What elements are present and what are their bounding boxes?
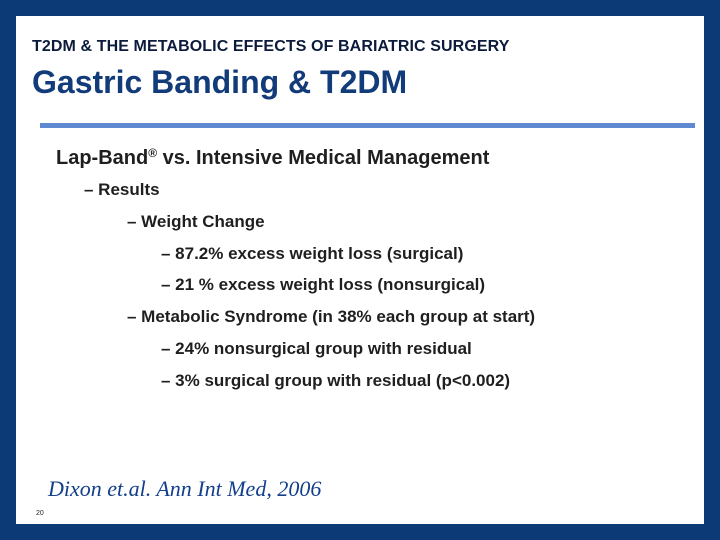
slide-number: 20 bbox=[36, 510, 44, 517]
bullet-heading: Lap-Band® vs. Intensive Medical Manageme… bbox=[56, 146, 490, 170]
heading-prefix: Lap-Band bbox=[56, 147, 149, 169]
slide-canvas: T2DM & THE METABOLIC EFFECTS OF BARIATRI… bbox=[16, 16, 704, 524]
bullet-results: – Results bbox=[84, 180, 160, 199]
citation: Dixon et.al. Ann Int Med, 2006 bbox=[48, 476, 322, 501]
bullet-weight-change: – Weight Change bbox=[127, 212, 265, 231]
bullet-nonsurgical-loss: – 21 % excess weight loss (nonsurgical) bbox=[161, 275, 486, 294]
registered-mark: ® bbox=[148, 146, 158, 160]
bullet-surgical-loss: – 87.2% excess weight loss (surgical) bbox=[161, 244, 464, 263]
title-divider bbox=[40, 123, 695, 128]
bullet-nonsurgical-residual: – 24% nonsurgical group with residual bbox=[161, 339, 472, 358]
slide-title: Gastric Banding & T2DM bbox=[32, 64, 408, 100]
heading-suffix: vs. Intensive Medical Management bbox=[157, 147, 490, 169]
slide-supertitle: T2DM & THE METABOLIC EFFECTS OF BARIATRI… bbox=[32, 38, 510, 55]
bullet-surgical-residual: – 3% surgical group with residual (p<0.0… bbox=[161, 371, 511, 390]
bullet-metabolic-syndrome: – Metabolic Syndrome (in 38% each group … bbox=[127, 307, 536, 326]
